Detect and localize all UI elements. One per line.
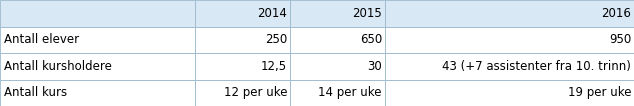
Bar bbox=[290, 53, 385, 80]
Bar bbox=[0, 26, 195, 53]
Bar bbox=[195, 0, 290, 26]
Bar bbox=[385, 53, 634, 80]
Bar bbox=[290, 0, 385, 26]
Bar bbox=[0, 80, 195, 106]
Text: 2016: 2016 bbox=[601, 7, 631, 20]
Bar bbox=[385, 26, 634, 53]
Text: 250: 250 bbox=[265, 33, 287, 46]
Text: 30: 30 bbox=[367, 60, 382, 73]
Text: 12 per uke: 12 per uke bbox=[224, 86, 287, 99]
Bar bbox=[385, 80, 634, 106]
Text: 43 (+7 assistenter fra 10. trinn): 43 (+7 assistenter fra 10. trinn) bbox=[442, 60, 631, 73]
Text: Antall kurs: Antall kurs bbox=[4, 86, 67, 99]
Text: 12,5: 12,5 bbox=[261, 60, 287, 73]
Text: Antall elever: Antall elever bbox=[4, 33, 79, 46]
Bar bbox=[290, 80, 385, 106]
Bar bbox=[385, 0, 634, 26]
Text: 14 per uke: 14 per uke bbox=[318, 86, 382, 99]
Bar bbox=[195, 53, 290, 80]
Text: Antall kursholdere: Antall kursholdere bbox=[4, 60, 112, 73]
Text: 2014: 2014 bbox=[257, 7, 287, 20]
Bar bbox=[290, 26, 385, 53]
Text: 950: 950 bbox=[609, 33, 631, 46]
Bar bbox=[0, 0, 195, 26]
Text: 2015: 2015 bbox=[353, 7, 382, 20]
Bar bbox=[0, 53, 195, 80]
Text: 19 per uke: 19 per uke bbox=[567, 86, 631, 99]
Bar bbox=[195, 80, 290, 106]
Bar bbox=[195, 26, 290, 53]
Text: 650: 650 bbox=[359, 33, 382, 46]
